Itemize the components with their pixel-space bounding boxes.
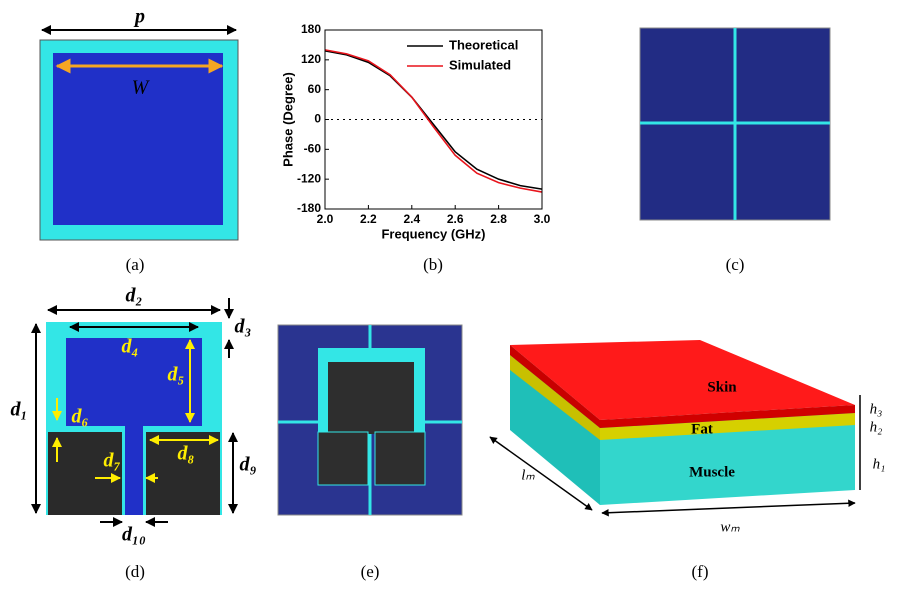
x-axis-label: Frequency (GHz) <box>381 226 485 241</box>
label: W <box>132 77 151 99</box>
patch <box>328 362 414 434</box>
panel-e: (e) <box>277 324 463 581</box>
panel-f: Skin Fat Muscle h₃ h₂ h₁ lₘ wₘ (f) <box>489 340 886 581</box>
y-tick-label: 60 <box>308 82 322 96</box>
feed <box>125 426 143 515</box>
caption: (e) <box>361 562 380 581</box>
label: h₃ <box>870 401 883 417</box>
label: lₘ <box>521 467 535 483</box>
label: h₁ <box>873 456 886 472</box>
y-tick-label: -120 <box>297 171 321 185</box>
panel-c: (c) <box>639 27 831 274</box>
y-tick-label: -180 <box>297 201 321 215</box>
label: d₈ <box>178 443 195 465</box>
y-tick-label: 0 <box>314 112 321 126</box>
label: h₂ <box>870 419 883 435</box>
skin-top <box>510 340 855 420</box>
skin-side <box>510 345 600 428</box>
ground <box>374 431 426 486</box>
x-tick-label: 3.0 <box>534 212 551 226</box>
arrow <box>489 436 593 511</box>
label: d₆ <box>72 406 89 428</box>
label: d₄ <box>122 336 139 358</box>
caption: (c) <box>726 255 745 274</box>
panel-a: p W (a) <box>39 6 239 274</box>
caption: (a) <box>126 255 145 274</box>
label: p <box>133 6 145 28</box>
label: Skin <box>707 379 737 395</box>
label: d₅ <box>168 364 185 386</box>
label: d₃ <box>235 316 252 338</box>
label: d₉ <box>240 454 257 476</box>
arrow <box>601 499 856 517</box>
x-tick-label: 2.0 <box>317 212 334 226</box>
patch <box>66 338 202 426</box>
label: d₂ <box>126 285 143 307</box>
label: wₘ <box>720 519 740 535</box>
legend-label: Simulated <box>449 57 511 72</box>
series-line <box>324 49 543 193</box>
caption: (b) <box>423 255 443 274</box>
label: Muscle <box>689 464 735 480</box>
label: d₇ <box>104 450 121 472</box>
x-tick-label: 2.2 <box>360 212 377 226</box>
ground <box>317 431 369 486</box>
legend-label: Theoretical <box>449 37 518 52</box>
label: d₁₀ <box>122 524 146 546</box>
label: Fat <box>691 421 713 437</box>
ground <box>146 432 220 515</box>
plot-frame <box>324 29 543 210</box>
x-tick-label: 2.4 <box>403 212 420 226</box>
label: d₁ <box>11 399 28 421</box>
fat-side <box>510 355 600 440</box>
caption: (d) <box>125 562 145 581</box>
y-tick-label: -60 <box>304 142 322 156</box>
panel-d: d₂ d₃ d₄ d₅ d₁ d₆ d₇ d₈ d₉ d₁₀ (d) <box>11 285 257 581</box>
skin-front <box>600 405 855 428</box>
x-tick-label: 2.8 <box>490 212 507 226</box>
series-line <box>324 50 543 190</box>
y-axis-label: Phase (Degree) <box>280 72 295 167</box>
ground <box>48 432 122 515</box>
patch <box>53 53 223 225</box>
x-tick-label: 2.6 <box>447 212 464 226</box>
fat-front <box>600 413 855 440</box>
y-tick-label: 120 <box>301 52 321 66</box>
y-tick-label: 180 <box>301 22 321 36</box>
caption: (f) <box>692 562 709 581</box>
